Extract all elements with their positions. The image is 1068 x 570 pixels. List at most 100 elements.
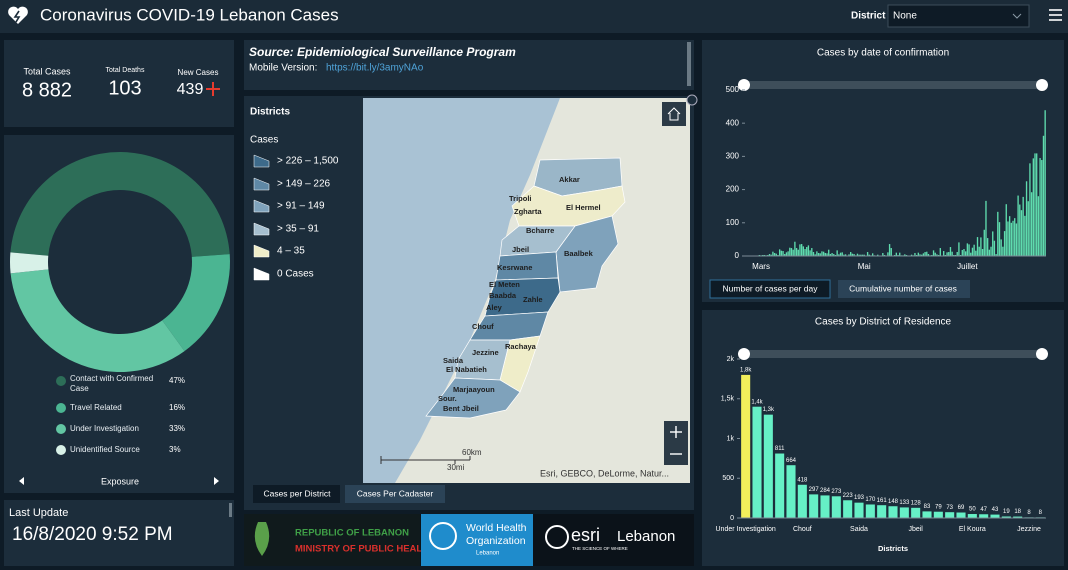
bar xyxy=(833,254,835,256)
bar xyxy=(865,504,875,518)
mobile-label: Mobile Version: xyxy=(249,63,317,74)
bar xyxy=(860,254,862,256)
bar xyxy=(1030,192,1033,256)
bar xyxy=(1010,222,1013,256)
bar xyxy=(951,251,953,256)
moph-line1: REPUBLIC OF LEBANON xyxy=(295,528,409,539)
bar xyxy=(792,249,794,256)
bar xyxy=(968,244,970,256)
value-label: 193 xyxy=(854,495,865,501)
bar xyxy=(956,252,958,256)
x-tick-label: Mars xyxy=(752,262,770,271)
donut-slice xyxy=(10,252,49,274)
bar xyxy=(990,514,1000,518)
x-tick-label: Chouf xyxy=(793,526,812,533)
bar xyxy=(939,248,941,256)
y-tick-label: 400 xyxy=(726,118,740,127)
bar xyxy=(967,514,977,518)
bar xyxy=(934,252,936,256)
value-label: 664 xyxy=(786,458,797,464)
bar xyxy=(854,502,864,518)
legend-swatch xyxy=(253,199,270,213)
legend-swatch xyxy=(253,154,270,168)
toggle[interactable] xyxy=(838,280,970,298)
bar xyxy=(848,254,850,256)
legend-dot xyxy=(56,403,66,413)
value-label: 170 xyxy=(865,497,876,503)
value-label: 69 xyxy=(958,505,965,511)
bar xyxy=(914,253,916,256)
bar xyxy=(1037,196,1040,256)
tab-label: Cases Per Cadaster xyxy=(357,488,434,498)
bar xyxy=(993,240,996,256)
bar xyxy=(932,250,935,256)
tab-active[interactable] xyxy=(253,485,340,503)
moph-logo xyxy=(244,514,420,566)
donut-slice xyxy=(162,254,230,352)
stat-value: 439 xyxy=(177,81,204,98)
next-arrow[interactable] xyxy=(214,477,219,485)
bar xyxy=(770,254,772,256)
bar xyxy=(975,250,977,256)
legend-label: > 91 – 149 xyxy=(277,201,325,212)
bar xyxy=(828,249,830,256)
bar xyxy=(790,248,793,256)
bar xyxy=(741,374,751,518)
x-tick-label: Mai xyxy=(858,262,871,271)
value-label: 297 xyxy=(809,487,820,493)
bar xyxy=(1029,163,1031,256)
bar xyxy=(1007,221,1009,256)
bar xyxy=(816,251,818,256)
bar xyxy=(814,254,816,256)
legend-label: > 149 – 226 xyxy=(277,179,331,190)
bar xyxy=(980,237,982,256)
bar xyxy=(806,247,808,256)
slider-handle[interactable] xyxy=(738,348,750,360)
x-tick-label: Jezzine xyxy=(1017,526,1041,533)
slider-handle[interactable] xyxy=(738,79,750,91)
expand-button[interactable] xyxy=(686,94,698,106)
bar xyxy=(844,254,847,256)
legend-item: Under Investigation xyxy=(70,424,139,433)
toggle-active[interactable] xyxy=(709,279,831,299)
legend-label: Unidentified Source xyxy=(70,445,140,454)
bar xyxy=(887,252,889,256)
bar xyxy=(998,222,1001,256)
bar xyxy=(768,254,771,256)
mobile-link[interactable]: https://bit.ly/3amyNAo xyxy=(326,63,424,74)
stat-label: Total Cases xyxy=(23,66,71,76)
legend-value: 3% xyxy=(169,445,181,454)
district-select[interactable] xyxy=(887,4,1030,28)
tab[interactable] xyxy=(345,485,445,503)
prev-arrow[interactable] xyxy=(19,477,24,485)
stats-panel xyxy=(4,40,234,127)
menu-icon[interactable] xyxy=(1049,9,1062,21)
legend-label: Under Investigation xyxy=(70,424,139,433)
who-line3: Lebanon xyxy=(476,551,499,557)
value-label: 47 xyxy=(980,507,987,513)
update-value: 16/8/2020 9:52 PM xyxy=(12,524,173,545)
legend-label: Travel Related xyxy=(70,403,122,412)
slider-handle[interactable] xyxy=(1036,79,1048,91)
map-label: Baabda xyxy=(489,291,517,300)
bar xyxy=(921,254,923,256)
value-label: 1,4k xyxy=(751,399,763,405)
bar xyxy=(819,253,821,256)
y-tick-label: 2k xyxy=(727,356,735,363)
esri-tagline: THE SCIENCE OF WHERE xyxy=(572,546,628,551)
donut-slice xyxy=(10,269,185,372)
bar xyxy=(1003,231,1006,256)
bar xyxy=(824,253,826,256)
x-tick-label: Jbeil xyxy=(908,526,923,533)
value-label: 128 xyxy=(911,500,922,506)
legend-title: Cases xyxy=(250,135,278,146)
map-label: Bent Jbeil xyxy=(443,404,479,413)
bar xyxy=(787,251,789,256)
bar xyxy=(888,244,891,256)
legend-value: 33% xyxy=(169,424,185,433)
value-label: 133 xyxy=(899,500,910,506)
home-button[interactable] xyxy=(662,102,686,126)
bar xyxy=(773,253,776,256)
bar xyxy=(841,252,843,256)
slider-handle[interactable] xyxy=(1036,348,1048,360)
